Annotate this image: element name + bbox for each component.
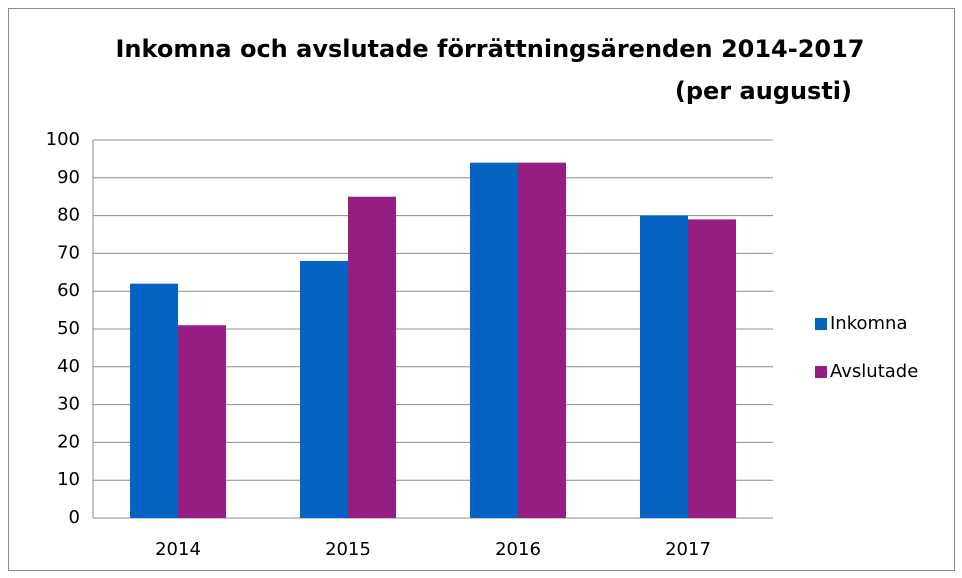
- bar: [640, 215, 688, 518]
- bar: [130, 283, 178, 518]
- chart-subtitle: (per augusti): [675, 77, 852, 105]
- bar: [348, 196, 396, 518]
- x-tick-label: 2016: [495, 539, 541, 560]
- y-tick-label: 40: [57, 356, 80, 377]
- y-tick-label: 80: [57, 205, 80, 226]
- x-tick-label: 2014: [155, 539, 201, 560]
- legend-label: Inkomna: [830, 313, 907, 334]
- y-tick-label: 60: [57, 280, 80, 301]
- y-tick-label: 50: [57, 318, 80, 339]
- y-tick-label: 70: [57, 242, 80, 263]
- y-tick-label: 20: [57, 431, 80, 452]
- legend-label: Avslutade: [830, 361, 918, 382]
- bar: [300, 260, 348, 518]
- x-tick-label: 2015: [325, 539, 371, 560]
- y-tick-label: 90: [57, 167, 80, 188]
- y-tick-label: 100: [46, 129, 80, 150]
- chart-title: Inkomna och avslutade förrättningsärende…: [116, 35, 865, 63]
- legend-swatch: [815, 318, 827, 330]
- bar: [178, 325, 226, 518]
- legend-swatch: [815, 366, 827, 378]
- y-tick-label: 0: [69, 507, 80, 528]
- bar: [470, 162, 518, 518]
- y-tick-label: 30: [57, 394, 80, 415]
- y-tick-label: 10: [57, 469, 80, 490]
- x-tick-label: 2017: [665, 539, 711, 560]
- bar: [688, 219, 736, 518]
- bar: [518, 162, 566, 518]
